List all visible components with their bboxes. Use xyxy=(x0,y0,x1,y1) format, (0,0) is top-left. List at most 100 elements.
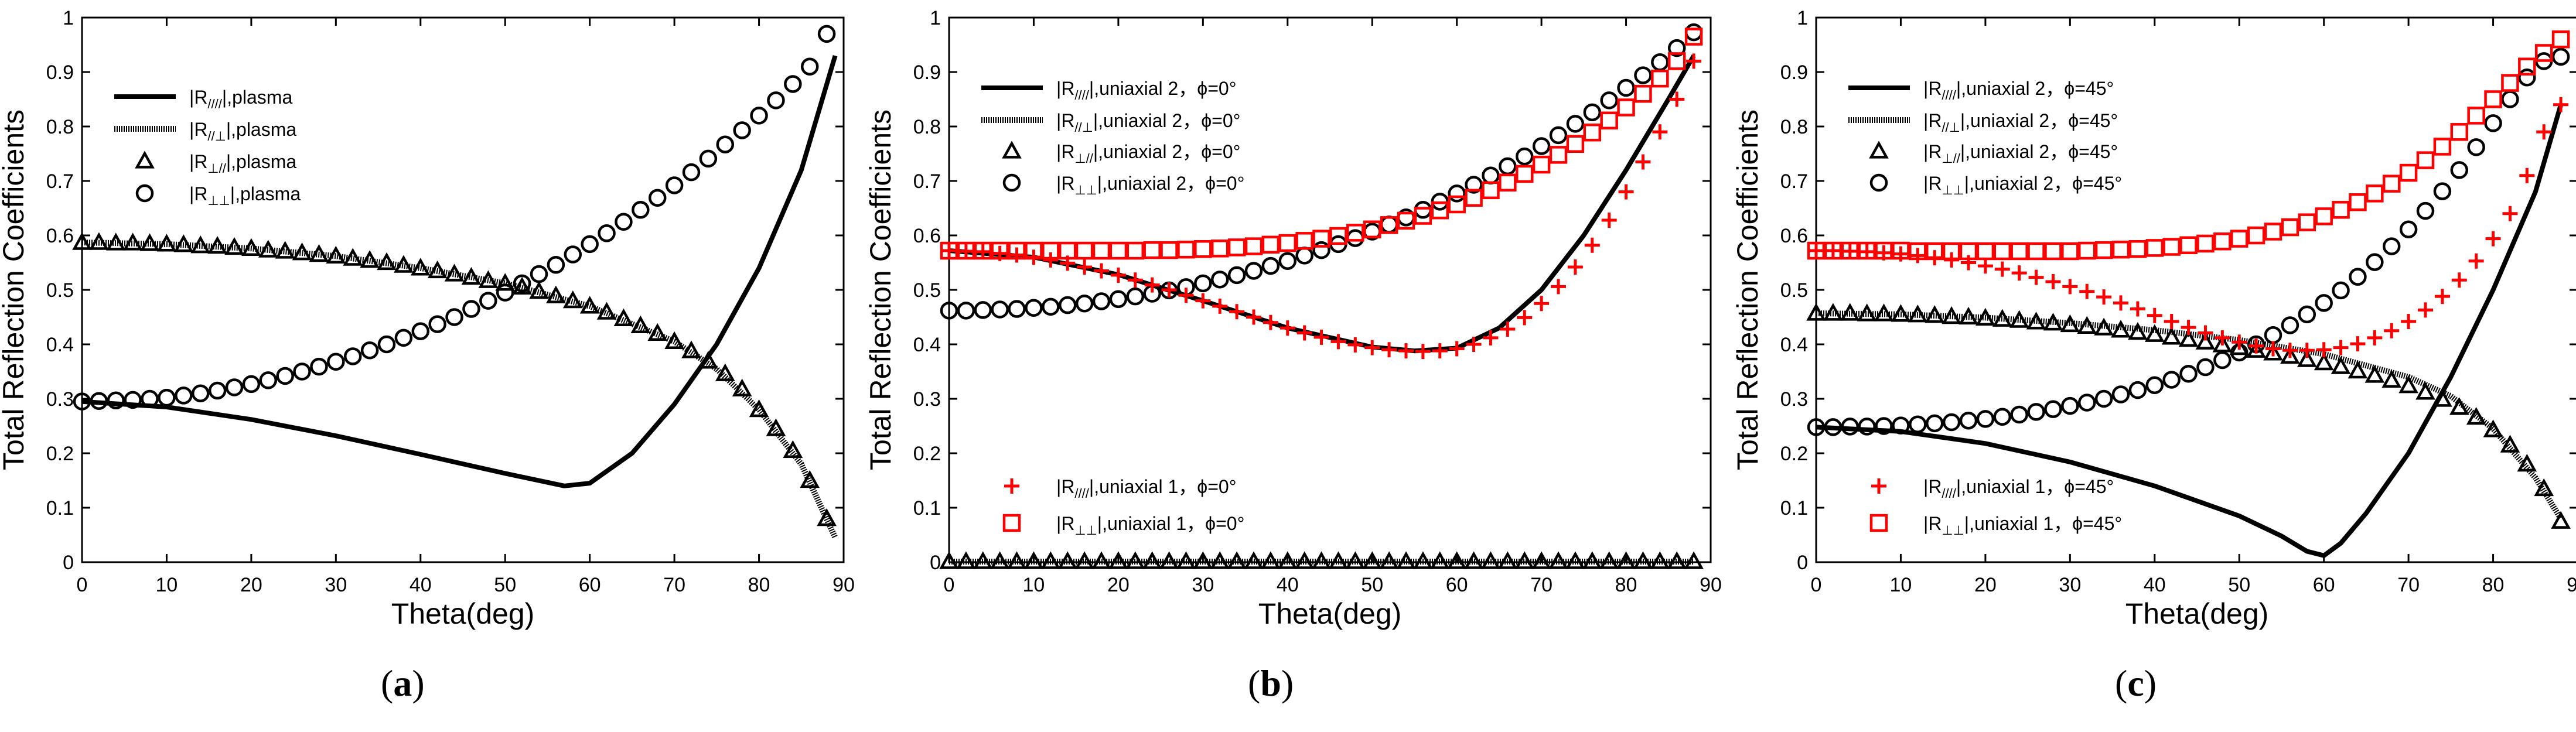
series-5 xyxy=(1807,30,2570,261)
legend-entry: |R⊥//|,uniaxial 2，ϕ=0° xyxy=(1002,141,1240,166)
data-point xyxy=(2196,234,2215,253)
data-point xyxy=(2145,376,2164,394)
data-point xyxy=(2483,419,2503,437)
data-point xyxy=(991,300,1009,319)
data-point xyxy=(1381,342,1397,358)
series-2 xyxy=(939,551,1704,569)
y-tick-label: 0.1 xyxy=(1780,497,1808,519)
y-tick-label: 0.7 xyxy=(46,170,74,193)
data-point xyxy=(2215,330,2230,346)
data-point xyxy=(512,276,532,295)
data-point xyxy=(1582,551,1602,569)
data-point xyxy=(1244,262,1263,280)
x-tick-label: 0 xyxy=(77,574,88,596)
data-point xyxy=(991,241,1009,260)
data-point xyxy=(1431,201,1449,220)
data-point xyxy=(1193,551,1213,569)
data-point xyxy=(1396,551,1416,569)
x-tick-label: 20 xyxy=(1107,574,1130,596)
data-point xyxy=(716,135,735,153)
data-point xyxy=(428,315,446,333)
x-tick-label: 20 xyxy=(240,574,262,596)
data-point xyxy=(1531,551,1551,569)
data-point xyxy=(1042,297,1060,316)
data-point xyxy=(1347,337,1363,353)
legend-label: |R⊥//|,uniaxial 2，ϕ=45° xyxy=(1923,141,2118,166)
data-point xyxy=(1448,184,1466,203)
legend-entry: |R////|,plasma xyxy=(114,87,292,111)
y-tick-label: 0.6 xyxy=(913,225,941,247)
data-point xyxy=(410,258,431,276)
x-tick-label: 0 xyxy=(1811,574,1822,596)
data-point xyxy=(2282,343,2298,358)
y-tick-label: 0 xyxy=(63,552,74,574)
data-point xyxy=(1841,241,1860,260)
data-point xyxy=(800,470,820,488)
data-point xyxy=(1277,551,1298,569)
data-point xyxy=(1463,551,1484,569)
data-point xyxy=(72,232,92,250)
data-point xyxy=(326,245,346,264)
x-tick-label: 60 xyxy=(579,574,601,596)
data-point xyxy=(1313,329,1329,345)
x-tick-label: 90 xyxy=(1700,574,1722,596)
data-point xyxy=(2398,375,2418,394)
data-point xyxy=(2298,305,2316,324)
series-0 xyxy=(81,54,838,488)
data-point xyxy=(2518,69,2536,87)
data-point xyxy=(1110,267,1126,283)
data-point xyxy=(2164,313,2179,329)
data-point xyxy=(276,367,294,385)
data-point xyxy=(1008,300,1026,318)
series-2 xyxy=(1806,303,2571,529)
data-point xyxy=(1686,53,1702,69)
data-point xyxy=(681,340,701,358)
data-point xyxy=(2517,453,2537,472)
data-point xyxy=(258,240,278,258)
data-point xyxy=(1583,103,1602,122)
data-point xyxy=(343,347,362,365)
data-point xyxy=(1532,155,1551,174)
data-point xyxy=(2468,253,2484,269)
y-tick-label: 0.1 xyxy=(913,497,941,519)
legend-marker xyxy=(135,150,155,169)
data-point xyxy=(1567,259,1583,275)
data-point xyxy=(1634,84,1652,103)
data-point xyxy=(1891,304,1911,322)
x-tick-label: 80 xyxy=(1615,574,1637,596)
data-point xyxy=(1058,296,1077,314)
data-point xyxy=(1874,303,1894,321)
data-point xyxy=(940,302,958,320)
x-tick-label: 40 xyxy=(1277,574,1299,596)
data-point xyxy=(2094,241,2113,259)
data-point xyxy=(394,329,413,347)
data-point xyxy=(1312,241,1330,259)
data-point xyxy=(124,391,142,409)
data-point xyxy=(1499,173,1517,192)
data-point xyxy=(1892,416,1910,435)
data-point xyxy=(2130,301,2145,317)
legend-label: |R////|,uniaxial 1，ϕ=45° xyxy=(1923,476,2114,501)
data-point xyxy=(1684,28,1703,46)
data-point xyxy=(581,235,599,254)
data-point xyxy=(1160,241,1178,259)
data-point xyxy=(2349,268,2367,286)
data-point xyxy=(800,57,819,76)
data-point xyxy=(1959,242,1978,261)
series-line xyxy=(1816,104,2563,558)
data-point xyxy=(90,392,108,410)
data-point xyxy=(784,75,802,93)
data-point xyxy=(2094,317,2114,336)
data-point xyxy=(564,245,582,264)
data-point xyxy=(1414,201,1432,219)
legend-entry: |R////|,uniaxial 1，ϕ=0° xyxy=(1004,476,1237,501)
data-point xyxy=(2179,236,2198,254)
data-point xyxy=(1824,418,1843,436)
x-tick-label: 10 xyxy=(1890,574,1912,596)
series-3 xyxy=(940,23,1703,320)
data-point xyxy=(1583,123,1602,142)
legend-entry: |R⊥//|,uniaxial 2，ϕ=45° xyxy=(1869,141,2118,166)
x-tick-label: 40 xyxy=(410,574,432,596)
data-point xyxy=(496,283,514,302)
y-tick-label: 0.4 xyxy=(913,334,941,356)
